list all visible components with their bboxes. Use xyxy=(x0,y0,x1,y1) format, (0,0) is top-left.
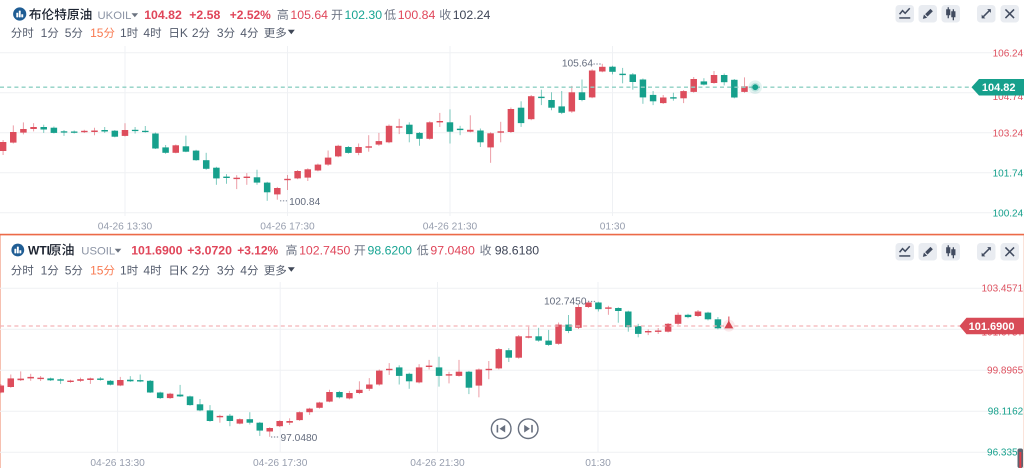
svg-text:97.0480: 97.0480 xyxy=(281,433,318,444)
svg-text:04-26 21:30: 04-26 21:30 xyxy=(410,458,465,468)
svg-text:4: 4 xyxy=(143,264,150,278)
svg-text:97.0480: 97.0480 xyxy=(430,244,475,258)
svg-text:2: 2 xyxy=(192,26,199,40)
svg-text:3: 3 xyxy=(217,26,224,40)
svg-text:105.64: 105.64 xyxy=(290,8,328,22)
svg-text:3: 3 xyxy=(217,264,224,278)
svg-text:104.82: 104.82 xyxy=(982,82,1016,94)
svg-text:+3.0720: +3.0720 xyxy=(187,244,232,258)
svg-text:103.4571: 103.4571 xyxy=(981,284,1023,295)
svg-text:1: 1 xyxy=(120,26,127,40)
svg-text:+2.52%: +2.52% xyxy=(230,8,271,22)
svg-text:04-26 17:30: 04-26 17:30 xyxy=(260,222,315,233)
svg-text:+2.58: +2.58 xyxy=(189,8,220,22)
svg-text:101.6900: 101.6900 xyxy=(131,244,182,258)
svg-text:98.6180: 98.6180 xyxy=(495,244,540,258)
svg-text:100.84: 100.84 xyxy=(398,8,436,22)
svg-text:103.24: 103.24 xyxy=(993,128,1024,139)
svg-text:15: 15 xyxy=(90,264,104,278)
svg-text:1: 1 xyxy=(41,26,48,40)
svg-text:99.8965: 99.8965 xyxy=(987,366,1024,377)
svg-text:2: 2 xyxy=(192,264,199,278)
svg-text:1: 1 xyxy=(41,264,48,278)
svg-text:USOIL: USOIL xyxy=(81,246,115,258)
svg-text:105.64: 105.64 xyxy=(562,59,593,70)
svg-text:K: K xyxy=(180,26,188,40)
svg-text:01:30: 01:30 xyxy=(600,222,626,233)
svg-text:96.3359: 96.3359 xyxy=(987,448,1024,459)
svg-text:102.24: 102.24 xyxy=(453,8,491,22)
svg-text:UKOIL: UKOIL xyxy=(98,10,132,22)
svg-text:104.82: 104.82 xyxy=(144,8,182,22)
svg-text:04-26 21:30: 04-26 21:30 xyxy=(423,222,478,233)
svg-text:15: 15 xyxy=(90,26,104,40)
svg-text:WTI: WTI xyxy=(28,244,50,258)
svg-text:04-26 13:30: 04-26 13:30 xyxy=(98,222,153,233)
svg-text:01:30: 01:30 xyxy=(585,458,611,468)
svg-text:98.1162: 98.1162 xyxy=(988,407,1024,418)
svg-text:101.6900: 101.6900 xyxy=(969,321,1015,333)
svg-text:102.7450: 102.7450 xyxy=(544,296,587,307)
svg-text:100.24: 100.24 xyxy=(993,208,1024,219)
svg-text:4: 4 xyxy=(143,26,150,40)
svg-text:104.74: 104.74 xyxy=(993,92,1024,103)
svg-text:5: 5 xyxy=(65,264,72,278)
svg-text:5: 5 xyxy=(65,26,72,40)
svg-text:+3.12%: +3.12% xyxy=(237,244,278,258)
svg-text:101.74: 101.74 xyxy=(993,168,1024,179)
svg-text:04-26 13:30: 04-26 13:30 xyxy=(90,458,145,468)
svg-text:106.24: 106.24 xyxy=(993,48,1024,59)
svg-text:98.6200: 98.6200 xyxy=(368,244,413,258)
svg-text:K: K xyxy=(180,264,188,278)
svg-text:4: 4 xyxy=(240,264,247,278)
svg-text:04-26 17:30: 04-26 17:30 xyxy=(253,458,308,468)
svg-text:102.30: 102.30 xyxy=(345,8,383,22)
svg-text:4: 4 xyxy=(240,26,247,40)
svg-text:100.84: 100.84 xyxy=(289,197,320,208)
svg-text:1: 1 xyxy=(120,264,127,278)
svg-text:102.7450: 102.7450 xyxy=(299,244,350,258)
